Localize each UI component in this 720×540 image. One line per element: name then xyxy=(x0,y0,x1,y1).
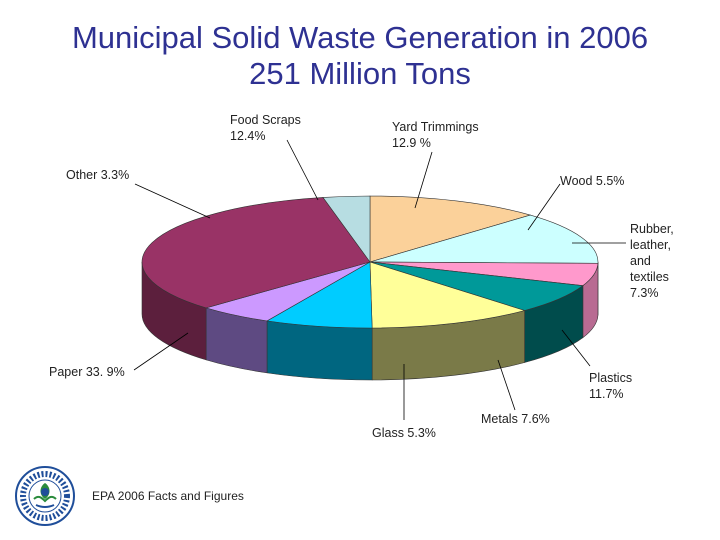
pie-slice-food-scraps xyxy=(369,195,532,263)
pie-slice-rubber-leather-and-textiles xyxy=(369,261,584,311)
label-rubber-line-1: Rubber, xyxy=(630,222,674,236)
pie-side-metals xyxy=(266,320,373,381)
label-other: Other 3.3% xyxy=(66,168,130,182)
label-food-scraps: Food Scraps 12.4% xyxy=(230,112,301,144)
label-plastics: Plastics 11.7% xyxy=(589,370,632,402)
leader-line-metals xyxy=(497,359,516,411)
pie-slice-plastics xyxy=(369,261,526,329)
footer-source: EPA 2006 Facts and Figures xyxy=(92,489,244,503)
chart-title: Municipal Solid Waste Generation in 2006 xyxy=(71,20,649,55)
label-plastics-value: 11.7% xyxy=(589,387,624,401)
label-rubber-value: 7.3% xyxy=(630,286,659,300)
leader-line-paper xyxy=(133,332,189,371)
label-yard-trimmings-value: 12.9 % xyxy=(392,136,431,150)
label-glass: Glass 5.3% xyxy=(372,426,436,440)
label-food-scraps-name: Food Scraps xyxy=(230,113,301,127)
leader-lines xyxy=(133,139,626,420)
label-yard-trimmings-name: Yard Trimmings xyxy=(392,120,479,134)
pie-tops xyxy=(141,195,599,329)
label-rubber-line-2: leather, xyxy=(630,238,672,252)
label-paper: Paper 33. 9% xyxy=(49,365,125,379)
pie-slice-yard-trimmings xyxy=(369,214,599,264)
leader-line-food-scraps xyxy=(286,139,319,201)
pie-slice-other xyxy=(322,195,371,263)
pie-slice-paper xyxy=(141,197,371,309)
label-metals: Metals 7.6% xyxy=(481,412,550,426)
epa-seal-icon xyxy=(15,466,75,526)
label-rubber-line-4: textiles xyxy=(630,270,669,284)
leader-line-wood xyxy=(527,183,561,231)
label-rubber-line-3: and xyxy=(630,254,651,268)
label-food-scraps-value: 12.4% xyxy=(230,129,266,143)
chart-subtitle: 251 Million Tons xyxy=(249,56,471,91)
pie-slice-metals xyxy=(266,261,373,329)
label-rubber-leather-textiles: Rubber, leather, and textiles 7.3% xyxy=(630,221,674,301)
label-yard-trimmings: Yard Trimmings 12.9 % xyxy=(392,119,479,151)
leader-line-plastics xyxy=(561,329,591,367)
label-wood: Wood 5.5% xyxy=(560,174,625,188)
leader-line-yard-trimmings xyxy=(414,151,433,209)
leader-line-other xyxy=(134,183,211,219)
label-plastics-name: Plastics xyxy=(589,371,633,385)
